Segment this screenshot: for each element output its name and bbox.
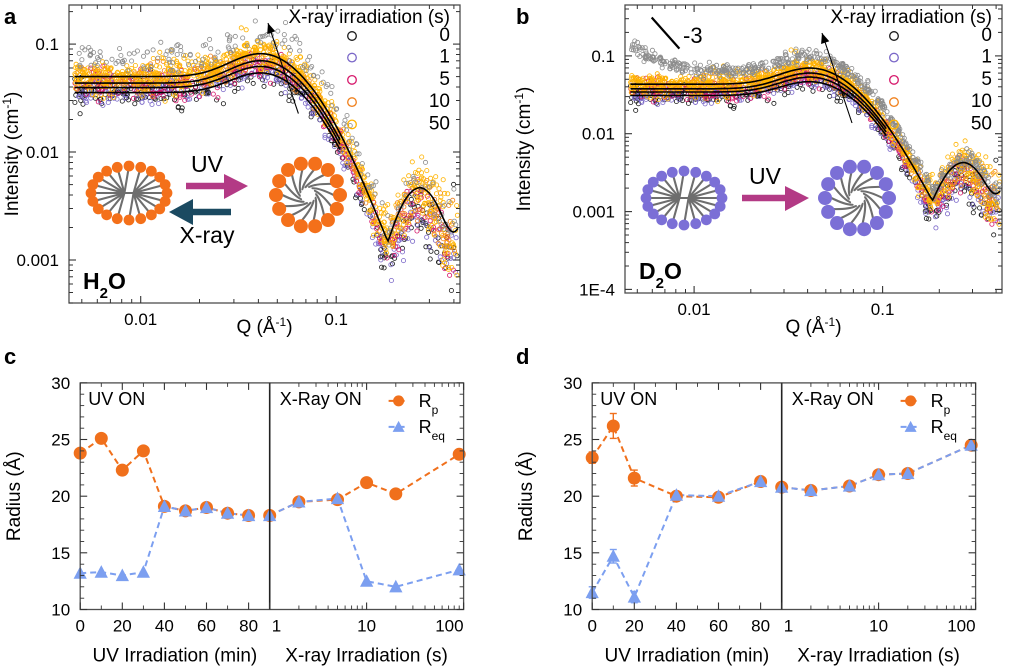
svg-text:10: 10 — [429, 91, 450, 112]
svg-text:Intensity (cm-1): Intensity (cm-1) — [512, 87, 535, 212]
svg-text:0.1: 0.1 — [871, 300, 895, 319]
svg-text:0.001: 0.001 — [16, 251, 59, 270]
svg-text:0.01: 0.01 — [678, 300, 711, 319]
svg-text:0.1: 0.1 — [35, 35, 59, 54]
svg-text:UV: UV — [191, 151, 224, 177]
svg-text:0.01: 0.01 — [124, 310, 157, 329]
svg-text:0.001: 0.001 — [572, 203, 615, 222]
svg-text:0: 0 — [439, 25, 450, 46]
svg-text:a: a — [4, 4, 17, 29]
svg-text:0.1: 0.1 — [591, 47, 615, 66]
svg-text:0.1: 0.1 — [324, 310, 348, 329]
svg-text:X-ray: X-ray — [180, 222, 235, 248]
svg-text:0.01: 0.01 — [582, 125, 615, 144]
svg-text:5: 5 — [439, 69, 450, 90]
svg-text:b: b — [516, 4, 529, 29]
svg-text:0: 0 — [981, 25, 992, 46]
svg-text:Intensity (cm-1): Intensity (cm-1) — [0, 92, 23, 217]
svg-text:-3: -3 — [683, 23, 703, 48]
svg-text:50: 50 — [429, 113, 450, 134]
svg-text:X-ray irradiation (s): X-ray irradiation (s) — [830, 7, 992, 28]
svg-text:1: 1 — [439, 47, 450, 68]
svg-text:X-ray irradiation (s): X-ray irradiation (s) — [288, 7, 450, 28]
svg-text:1E-4: 1E-4 — [579, 280, 615, 299]
svg-text:0.01: 0.01 — [26, 143, 59, 162]
